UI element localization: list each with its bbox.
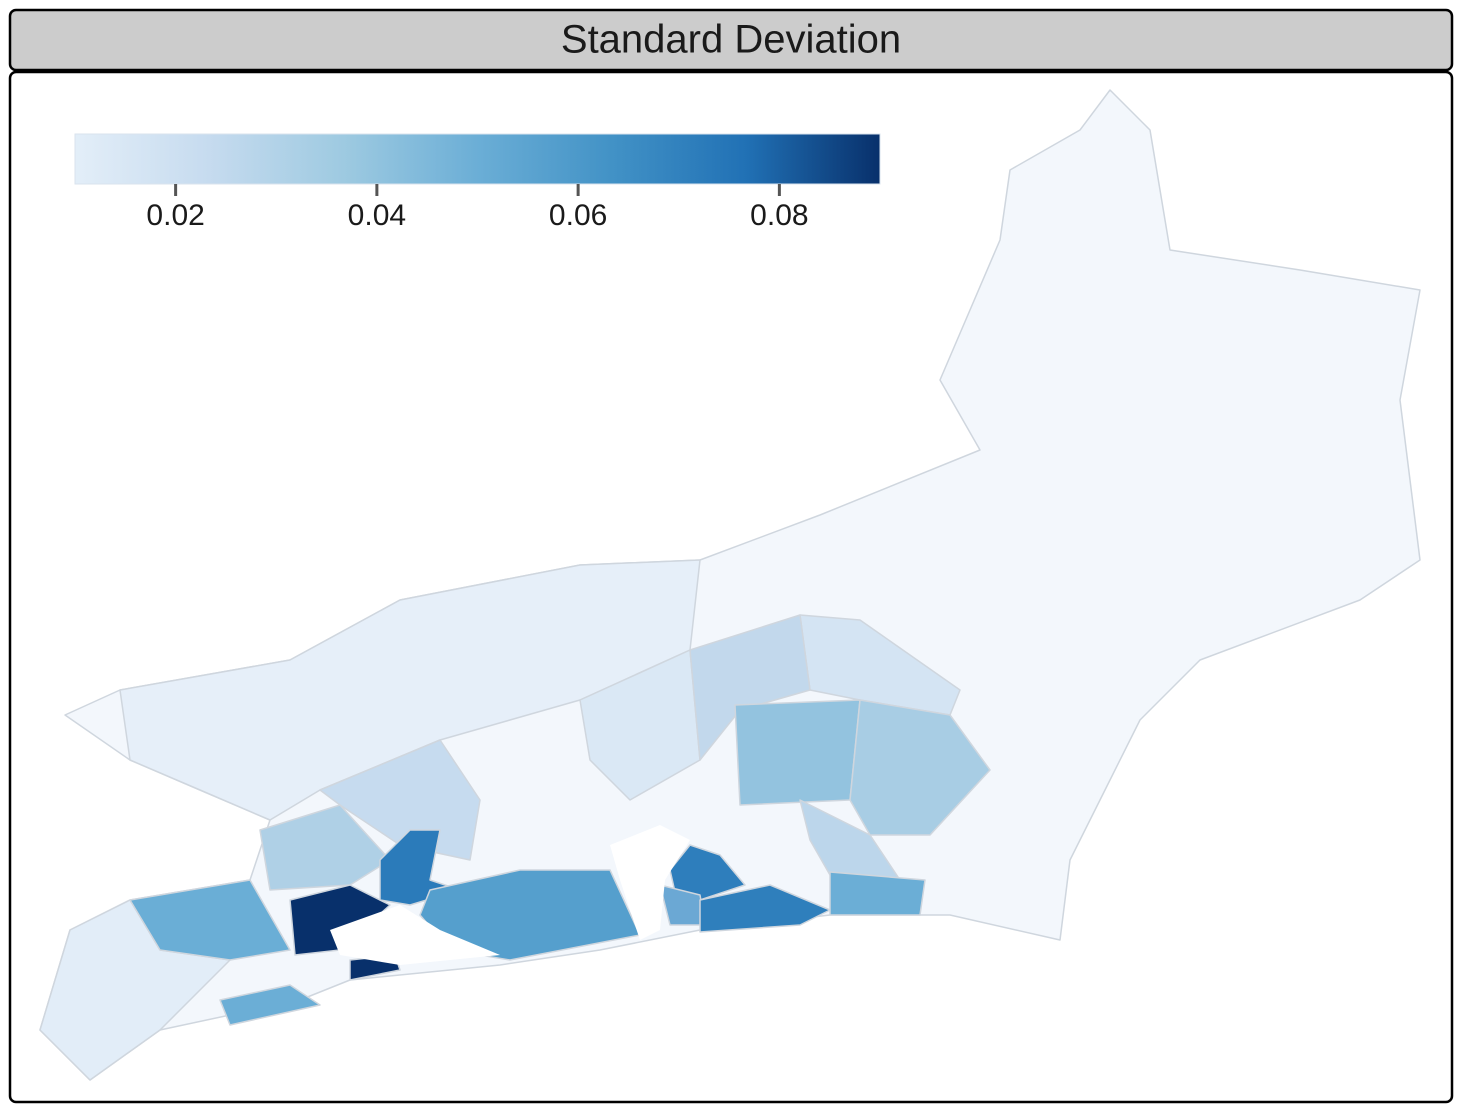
chart-title: Standard Deviation <box>561 18 901 62</box>
region <box>849 699 991 836</box>
bay <box>330 905 500 965</box>
title-strip <box>8 8 1454 72</box>
region <box>379 829 461 906</box>
region <box>219 984 321 1026</box>
tick-label: 0.06 <box>549 199 607 232</box>
region <box>689 614 811 761</box>
colorbar: 0.02 0.04 0.06 0.08 <box>74 133 881 232</box>
tick-label: 0.04 <box>348 199 406 232</box>
region <box>129 879 291 961</box>
tick-label: 0.08 <box>750 199 808 232</box>
region <box>699 884 831 933</box>
region <box>259 804 391 891</box>
map <box>39 89 1421 1081</box>
tick-label: 0.02 <box>146 199 204 232</box>
region <box>734 699 861 806</box>
bay <box>610 825 690 940</box>
region <box>829 871 926 916</box>
region <box>579 649 701 801</box>
colorbar-fill <box>74 133 881 185</box>
